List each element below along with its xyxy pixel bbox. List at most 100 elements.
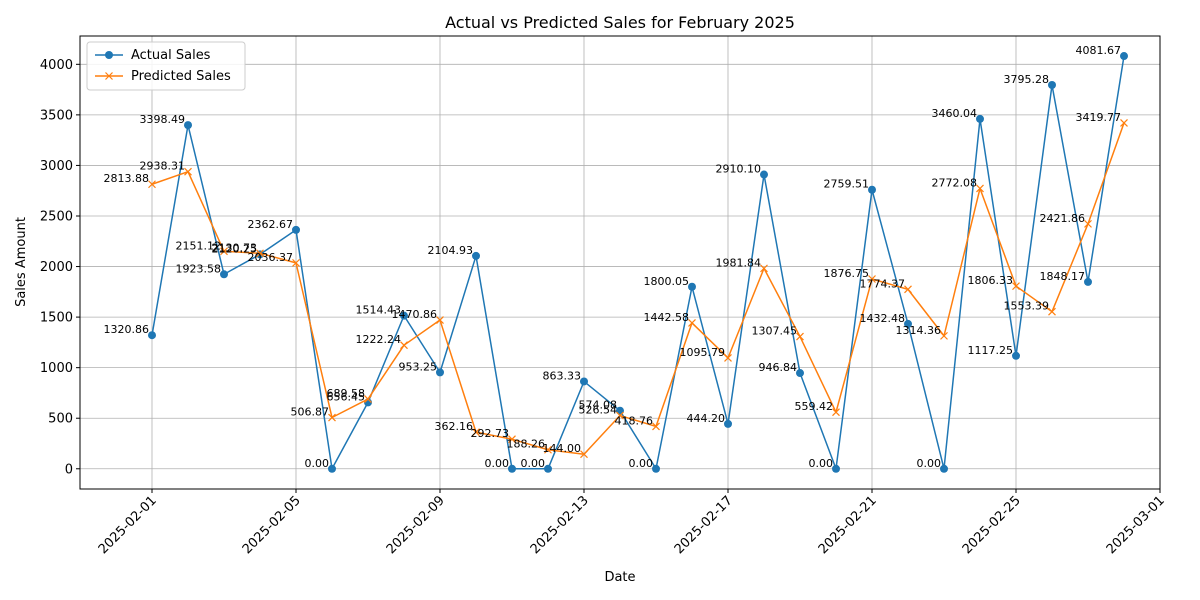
predicted-sales-point — [400, 341, 408, 350]
y-tick-label: 0 — [65, 462, 73, 477]
actual-sales-point — [976, 114, 984, 123]
x-marker-stroke — [1120, 119, 1128, 127]
x-marker-stroke — [688, 318, 696, 327]
legend-label-predicted: Predicted Sales — [131, 69, 231, 84]
predicted-sales-point — [292, 258, 300, 267]
predicted-sales-point — [508, 435, 516, 444]
predicted-value-label: 2036.37 — [248, 251, 294, 264]
x-marker-stroke — [652, 422, 660, 431]
y-tick-label: 2000 — [40, 260, 73, 275]
series-layer — [148, 52, 1128, 473]
x-marker-stroke — [508, 435, 516, 444]
actual-value-label: 0.00 — [917, 457, 942, 470]
x-marker-stroke — [940, 331, 948, 340]
actual-sales-point — [1120, 52, 1128, 61]
actual-value-label: 1432.48 — [860, 312, 906, 325]
predicted-value-label: 1307.45 — [752, 325, 798, 338]
x-tick-label: 2025-02-09 — [384, 493, 448, 557]
legend-box — [86, 41, 246, 91]
x-marker-stroke — [105, 72, 113, 80]
actual-value-label: 1800.05 — [644, 275, 690, 288]
predicted-value-label: 1095.79 — [680, 346, 726, 359]
actual-value-label: 863.33 — [543, 369, 582, 382]
predicted-value-label: 1806.33 — [968, 274, 1014, 287]
predicted-sales-point — [1084, 219, 1092, 228]
predicted-value-label: 2772.08 — [932, 176, 978, 189]
actual-value-label: 3460.04 — [932, 107, 978, 120]
predicted-sales-point — [724, 354, 732, 362]
predicted-value-label: 1314.36 — [896, 324, 942, 337]
x-marker-stroke — [400, 341, 408, 350]
predicted-value-label: 506.87 — [291, 406, 330, 419]
x-marker-stroke — [328, 413, 336, 422]
actual-sales-point — [544, 464, 552, 473]
actual-sales-point — [940, 464, 948, 473]
x-marker-stroke — [868, 275, 876, 283]
actual-sales-point — [328, 464, 336, 473]
actual-sales-point — [832, 464, 840, 473]
actual-sales-point — [868, 185, 876, 194]
y-tick-label: 4000 — [40, 58, 73, 73]
actual-value-label: 1514.43 — [356, 304, 402, 317]
x-marker-stroke — [184, 167, 192, 176]
y-tick-label: 2500 — [40, 209, 73, 224]
y-axis-label: Sales Amount — [14, 217, 29, 307]
predicted-sales-point — [1048, 307, 1056, 316]
actual-sales-point — [292, 225, 300, 234]
predicted-sales-point — [436, 316, 444, 324]
actual-value-label: 444.20 — [687, 412, 726, 425]
predicted-sales-point — [184, 167, 192, 176]
data-labels: 1320.86 3398.49 1923.58 2120.25 2362.67 0.00 6… — [104, 44, 1122, 470]
x-marker-stroke — [220, 247, 228, 256]
plot-frame — [79, 35, 1161, 490]
x-axis-ticks: 2025-02-01 2025-02-05 2025-02-09 2025-02-13… — [96, 489, 1168, 557]
predicted-sales-point — [760, 264, 768, 273]
actual-value-label: 2120.25 — [212, 242, 258, 255]
actual-sales-point — [1012, 351, 1020, 360]
x-tick-label: 2025-03-01 — [1104, 493, 1168, 557]
legend: Actual Sales Predicted Sales — [86, 41, 246, 91]
actual-value-label: 1117.25 — [968, 344, 1014, 357]
predicted-sales-line — [151, 122, 1125, 455]
actual-sales-point — [796, 369, 804, 378]
predicted-sales-point — [796, 332, 804, 341]
x-tick-label: 2025-02-21 — [816, 493, 880, 557]
actual-sales-point — [904, 319, 912, 328]
y-axis-ticks: 0 500 1000 1500 2000 2500 3000 3500 4000 — [40, 58, 80, 477]
actual-value-label: 0.00 — [629, 457, 654, 470]
predicted-value-label: 144.00 — [543, 442, 582, 455]
predicted-value-label: 2813.88 — [104, 172, 150, 185]
actual-sales-point — [652, 464, 660, 473]
x-marker-stroke — [256, 249, 264, 258]
legend-marker-actual — [105, 51, 113, 59]
predicted-value-label: 1442.58 — [644, 311, 690, 324]
predicted-value-label: 292.73 — [471, 427, 510, 440]
actual-value-label: 1923.58 — [176, 262, 222, 275]
legend-marker-predicted — [105, 72, 113, 80]
actual-value-label: 574.08 — [579, 399, 618, 412]
x-marker-stroke — [616, 411, 624, 420]
actual-value-label: 656.45 — [327, 390, 366, 403]
actual-sales-point — [1084, 277, 1092, 286]
predicted-sales-point — [472, 428, 480, 437]
predicted-sales-point — [1120, 119, 1128, 127]
actual-sales-point — [400, 311, 408, 320]
chart-title: Actual vs Predicted Sales for February 2… — [445, 13, 795, 32]
y-tick-label: 1000 — [40, 361, 73, 376]
predicted-sales-point — [148, 180, 156, 189]
predicted-value-label: 188.26 — [507, 438, 546, 451]
predicted-sales-point — [1012, 282, 1020, 291]
actual-sales-point — [148, 331, 156, 340]
actual-value-label: 0.00 — [521, 457, 546, 470]
x-marker-stroke — [976, 184, 984, 193]
y-tick-label: 3000 — [40, 159, 73, 174]
x-marker-stroke — [292, 258, 300, 267]
y-tick-label: 500 — [48, 412, 73, 427]
x-tick-label: 2025-02-17 — [672, 493, 736, 557]
predicted-value-label: 1553.39 — [1004, 300, 1050, 313]
actual-value-label: 1320.86 — [104, 323, 150, 336]
predicted-sales-point — [688, 318, 696, 327]
actual-value-label: 1848.17 — [1040, 270, 1086, 283]
predicted-sales-point — [220, 247, 228, 256]
actual-sales-point — [220, 270, 228, 279]
